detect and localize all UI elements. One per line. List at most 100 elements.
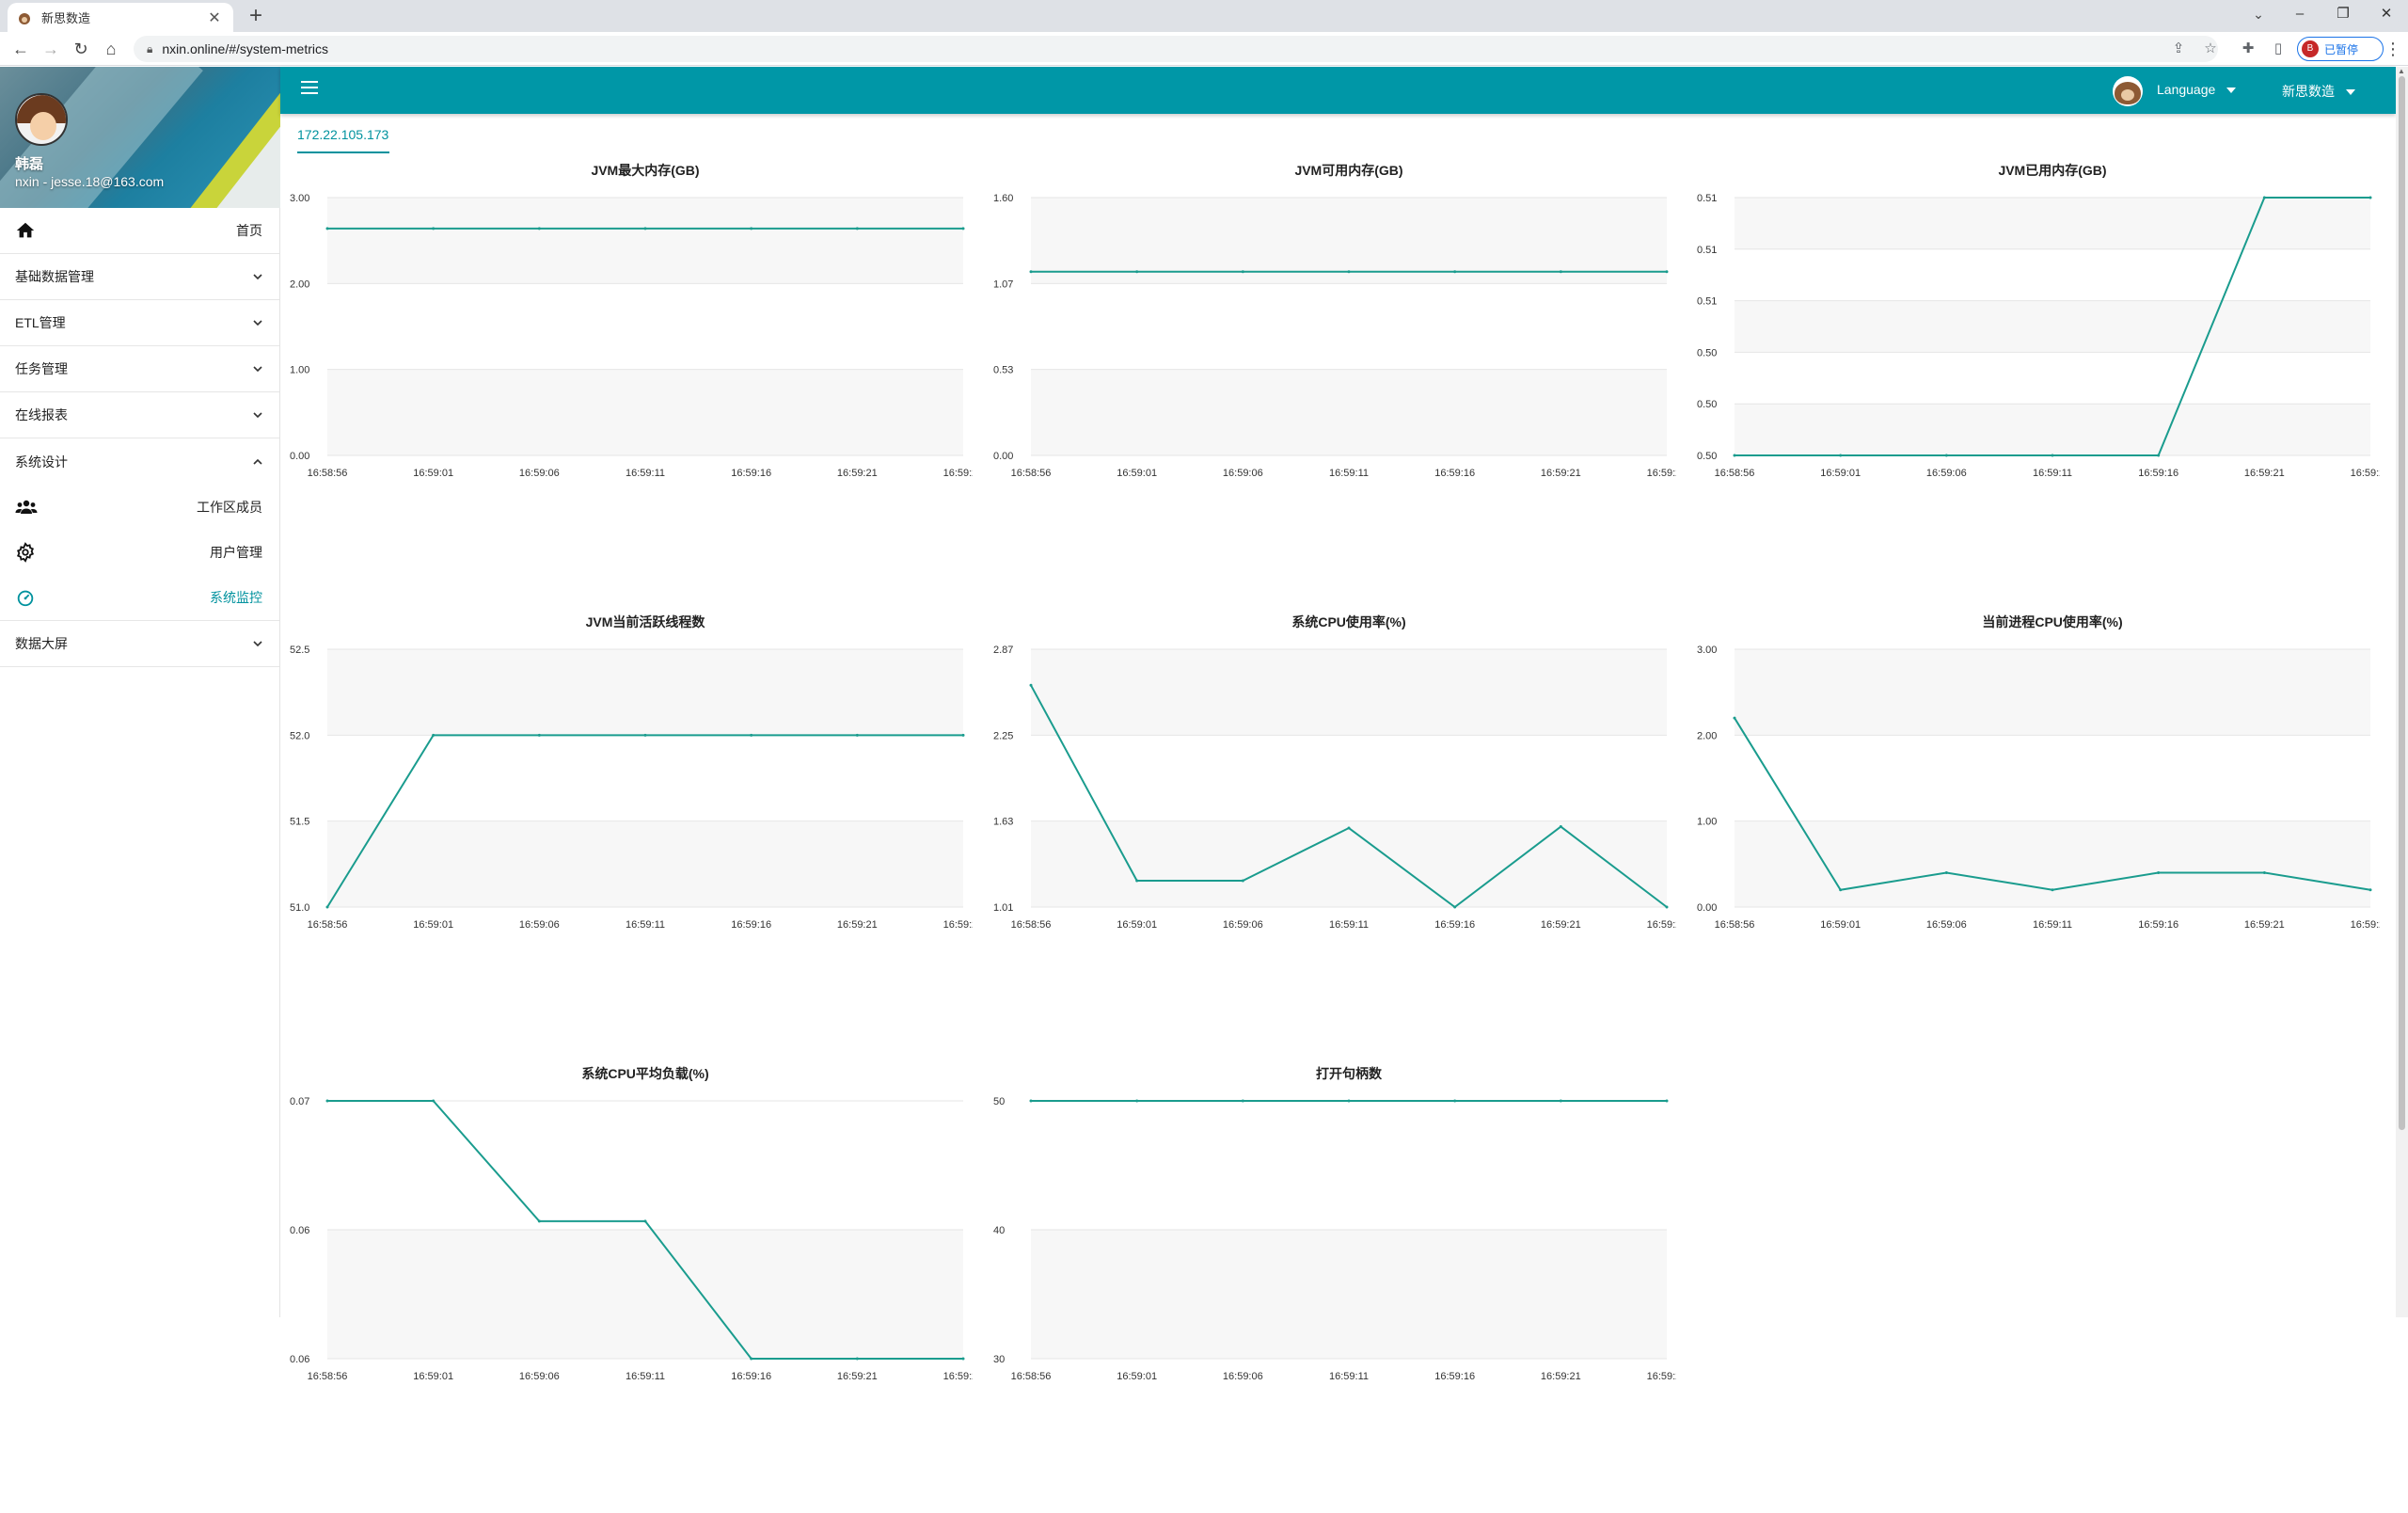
hamburger-menu-icon[interactable] — [301, 81, 318, 98]
chart-title: 系统CPU平均负载(%) — [581, 1066, 708, 1081]
y-tick-label: 1.63 — [993, 817, 1013, 828]
data-point — [961, 1357, 965, 1361]
x-tick-label: 16:59:11 — [1329, 1371, 1369, 1382]
data-point — [750, 227, 753, 231]
y-tick-label: 2.00 — [290, 279, 309, 290]
restore-button[interactable]: ❐ — [2337, 6, 2350, 22]
sidebar-group-system-design: 系统设计 工作区成员 用户管理 系统监控 — [0, 438, 279, 621]
data-point — [1347, 270, 1351, 274]
chart-band — [1031, 283, 1667, 370]
y-tick-label: 50 — [993, 1096, 1005, 1107]
language-dropdown[interactable]: Language — [2157, 82, 2237, 97]
chart-band — [327, 649, 963, 736]
x-tick-label: 16:59:06 — [1926, 468, 1967, 479]
x-tick-label: 16:59:01 — [413, 468, 453, 479]
sidebar-item-base-data[interactable]: 基础数据管理 — [0, 254, 279, 300]
sidebar-item-etl[interactable]: ETL管理 — [0, 300, 279, 346]
x-tick-label: 16:59:26 — [1647, 1371, 1676, 1382]
data-point — [643, 227, 647, 231]
data-point — [325, 1099, 329, 1103]
y-tick-label: 0.06 — [290, 1354, 309, 1365]
sidebar-item-label: 在线报表 — [15, 407, 68, 422]
y-tick-label: 30 — [993, 1354, 1005, 1365]
bookmark-star-icon[interactable]: ☆ — [2204, 40, 2217, 56]
x-tick-label: 16:59:26 — [943, 468, 973, 479]
sidebar-item-tasks[interactable]: 任务管理 — [0, 346, 279, 392]
page-scrollbar[interactable]: ▲ — [2396, 67, 2408, 1317]
y-tick-label: 3.00 — [1697, 645, 1717, 656]
chart-band — [1735, 649, 2370, 736]
chart-svg: 系统CPU平均负载(%) 0.06 0.06 0.07 16:58:56 16:59:01… — [290, 1066, 973, 1382]
x-tick-label: 16:59:06 — [1223, 919, 1263, 931]
chart-band — [1735, 198, 2370, 249]
x-tick-label: 16:58:56 — [1011, 468, 1052, 479]
browser-menu-icon[interactable]: ⋮ — [2384, 40, 2401, 58]
data-point — [432, 733, 436, 737]
x-tick-label: 16:59:16 — [1434, 919, 1475, 931]
sidebar-item-label: 基础数据管理 — [15, 269, 94, 284]
tab-close-icon[interactable]: ✕ — [208, 9, 221, 26]
topbar-avatar[interactable] — [2113, 76, 2143, 106]
paused-label: 已暂停 — [2324, 42, 2359, 56]
caret-down-icon — [2226, 88, 2237, 94]
data-point — [1665, 905, 1669, 909]
extensions-puzzle-icon[interactable]: ✚ — [2242, 40, 2255, 56]
chart-title: JVM当前活跃线程数 — [586, 614, 706, 629]
chart-band — [327, 1101, 963, 1230]
sidebar-subitem-label: 系统监控 — [210, 590, 262, 605]
sidebar-subitem-workspace-members[interactable]: 工作区成员 — [0, 485, 279, 530]
profile-paused-button[interactable]: B 已暂停 — [2297, 37, 2384, 61]
data-point — [1733, 716, 1736, 720]
new-tab-button[interactable]: + — [248, 3, 262, 28]
sidebar-item-reports[interactable]: 在线报表 — [0, 392, 279, 438]
chart-title: 当前进程CPU使用率(%) — [1982, 614, 2122, 629]
scrollbar-thumb[interactable] — [2399, 76, 2405, 1130]
user-avatar[interactable] — [15, 93, 68, 146]
chart-band — [327, 735, 963, 821]
data-point — [1347, 826, 1351, 830]
data-point — [1135, 1099, 1139, 1103]
data-point — [855, 733, 859, 737]
data-point — [2157, 870, 2161, 874]
address-bar[interactable]: 🔒︎ nxin.online/#/system-metrics — [134, 36, 2218, 62]
user-dropdown[interactable]: 新思数造 — [2282, 82, 2355, 101]
reload-icon[interactable]: ↻ — [73, 40, 88, 58]
share-icon[interactable]: ⇪ — [2172, 40, 2185, 56]
x-tick-label: 16:59:11 — [626, 468, 665, 479]
tab-host[interactable]: 172.22.105.173 — [297, 127, 389, 153]
chart-band — [327, 820, 963, 907]
chart-title: JVM可用内存(GB) — [1294, 163, 1402, 178]
home-icon[interactable]: ⌂ — [105, 40, 117, 58]
data-point — [1241, 879, 1244, 883]
data-point — [2262, 870, 2266, 874]
minimize-button[interactable]: – — [2295, 6, 2305, 22]
data-point — [1347, 1099, 1351, 1103]
sidebar-subitem-system-monitor[interactable]: 系统监控 — [0, 575, 279, 620]
sidebar-item-dashboard-screen[interactable]: 数据大屏 — [0, 621, 279, 667]
sidebar-item-home[interactable]: 首页 — [0, 208, 279, 254]
x-tick-label: 16:59:16 — [1434, 1371, 1475, 1382]
x-tick-label: 16:59:11 — [1329, 919, 1369, 931]
sidebar-item-label: 数据大屏 — [15, 636, 68, 651]
chart-cpu-load: 系统CPU平均负载(%) 0.06 0.06 0.07 16:58:56 16:59:01… — [286, 1061, 973, 1513]
chart-band — [1031, 649, 1667, 736]
chevron-down-icon — [253, 641, 262, 647]
sidebar-subitem-user-management[interactable]: 用户管理 — [0, 530, 279, 575]
forward-arrow-icon[interactable]: → — [42, 40, 59, 58]
browser-tab-strip: 新思数造 ✕ + ⌄ – ❐ ✕ — [0, 0, 2408, 32]
data-point — [537, 1219, 541, 1223]
x-tick-label: 16:59:21 — [1541, 919, 1581, 931]
data-point — [1839, 454, 1843, 457]
chart-jvm-used-memory: JVM已用内存(GB) 0.50 0.50 0.50 0.51 0.51 0.51 16:58… — [1693, 158, 2380, 610]
chart-open-handles: 打开句柄数 30 40 50 16:58:56 16:59:01 16:59:06 16:59… — [990, 1061, 1676, 1513]
tab-search-chevron-icon[interactable]: ⌄ — [2253, 7, 2264, 22]
data-point — [1241, 1099, 1244, 1103]
browser-tab[interactable]: 新思数造 ✕ — [8, 3, 233, 32]
side-panel-icon[interactable]: ▯ — [2273, 40, 2283, 56]
sidebar-item-system-design[interactable]: 系统设计 — [0, 438, 279, 485]
back-arrow-icon[interactable]: ← — [12, 40, 29, 58]
profile-avatar-icon: B — [2302, 40, 2319, 57]
x-tick-label: 16:59:16 — [731, 1371, 771, 1382]
x-tick-label: 16:58:56 — [1011, 919, 1052, 931]
close-window-button[interactable]: ✕ — [2380, 6, 2393, 22]
